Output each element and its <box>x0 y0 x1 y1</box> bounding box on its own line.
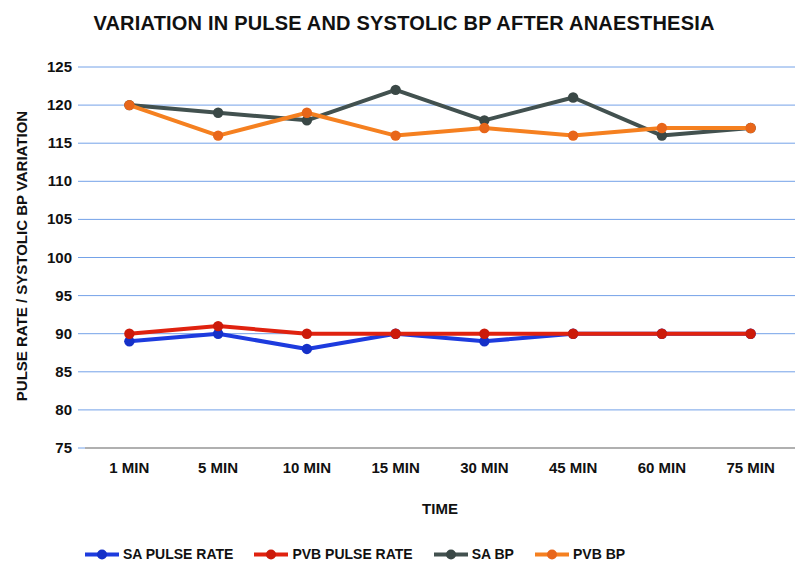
y-tick-label: 120 <box>47 96 72 113</box>
y-tick-label: 115 <box>48 134 72 151</box>
x-tick-label: 60 MIN <box>638 459 686 476</box>
chart-canvas: VARIATION IN PULSE AND SYSTOLIC BP AFTER… <box>0 0 808 582</box>
x-tick-label: 5 MIN <box>198 459 238 476</box>
legend-item-pvb-bp: PVB BP <box>535 546 625 562</box>
y-tick-label: 125 <box>47 58 72 75</box>
legend-label: PVB PULSE RATE <box>292 546 412 562</box>
legend-swatch-pvb-pulse-rate <box>254 548 288 561</box>
y-tick-label: 90 <box>55 325 72 342</box>
x-tick-label: 30 MIN <box>460 459 508 476</box>
data-point-marker-pvb-bp <box>213 130 223 140</box>
legend-label: SA BP <box>472 546 514 562</box>
x-tick-label: 45 MIN <box>549 459 597 476</box>
data-point-marker-pvb-bp <box>745 123 755 133</box>
y-tick-label: 75 <box>55 439 72 456</box>
data-point-marker-sa-bp <box>213 108 223 118</box>
x-axis-title: TIME <box>422 500 458 517</box>
data-point-marker-sa-pulse-rate <box>302 344 312 354</box>
data-point-marker-pvb-pulse-rate <box>302 329 312 339</box>
legend-label: SA PULSE RATE <box>123 546 233 562</box>
series-line-pvb-bp <box>129 105 750 135</box>
legend-item-pvb-pulse-rate: PVB PULSE RATE <box>254 546 412 562</box>
data-point-marker-sa-bp <box>568 92 578 102</box>
y-tick-label: 110 <box>48 172 72 189</box>
data-point-marker-pvb-pulse-rate <box>213 321 223 331</box>
data-point-marker-pvb-pulse-rate <box>124 329 134 339</box>
legend-swatch-pvb-bp <box>535 548 569 561</box>
y-tick-label: 105 <box>47 210 72 227</box>
legend-item-sa-bp: SA BP <box>434 546 514 562</box>
y-tick-label: 95 <box>55 287 72 304</box>
x-tick-label: 75 MIN <box>726 459 774 476</box>
plot-area: 75 80 85 90 95 100 105 110 115 120 125 1 MIN 5 MIN 10… <box>0 0 808 582</box>
legend-item-sa-pulse-rate: SA PULSE RATE <box>85 546 233 562</box>
data-point-marker-pvb-bp <box>390 130 400 140</box>
data-point-marker-pvb-pulse-rate <box>390 329 400 339</box>
y-tick-label: 85 <box>55 363 72 380</box>
data-point-marker-pvb-bp <box>302 108 312 118</box>
data-point-marker-pvb-pulse-rate <box>568 329 578 339</box>
data-point-marker-pvb-bp <box>657 123 667 133</box>
data-point-marker-pvb-pulse-rate <box>479 329 489 339</box>
data-point-marker-pvb-bp <box>479 123 489 133</box>
data-point-marker-pvb-pulse-rate <box>745 329 755 339</box>
data-point-marker-pvb-pulse-rate <box>657 329 667 339</box>
y-tick-label: 100 <box>47 249 72 266</box>
legend-swatch-sa-pulse-rate <box>85 548 119 561</box>
y-tick-label: 80 <box>55 401 72 418</box>
data-point-marker-pvb-bp <box>568 130 578 140</box>
x-tick-label: 10 MIN <box>283 459 331 476</box>
legend: SA PULSE RATE PVB PULSE RATE SA BP PVB BP <box>0 546 759 562</box>
data-point-marker-pvb-bp <box>124 100 134 110</box>
x-tick-label: 1 MIN <box>109 459 149 476</box>
x-tick-label: 15 MIN <box>371 459 419 476</box>
legend-swatch-sa-bp <box>434 548 468 561</box>
legend-label: PVB BP <box>573 546 625 562</box>
data-point-marker-sa-bp <box>390 85 400 95</box>
